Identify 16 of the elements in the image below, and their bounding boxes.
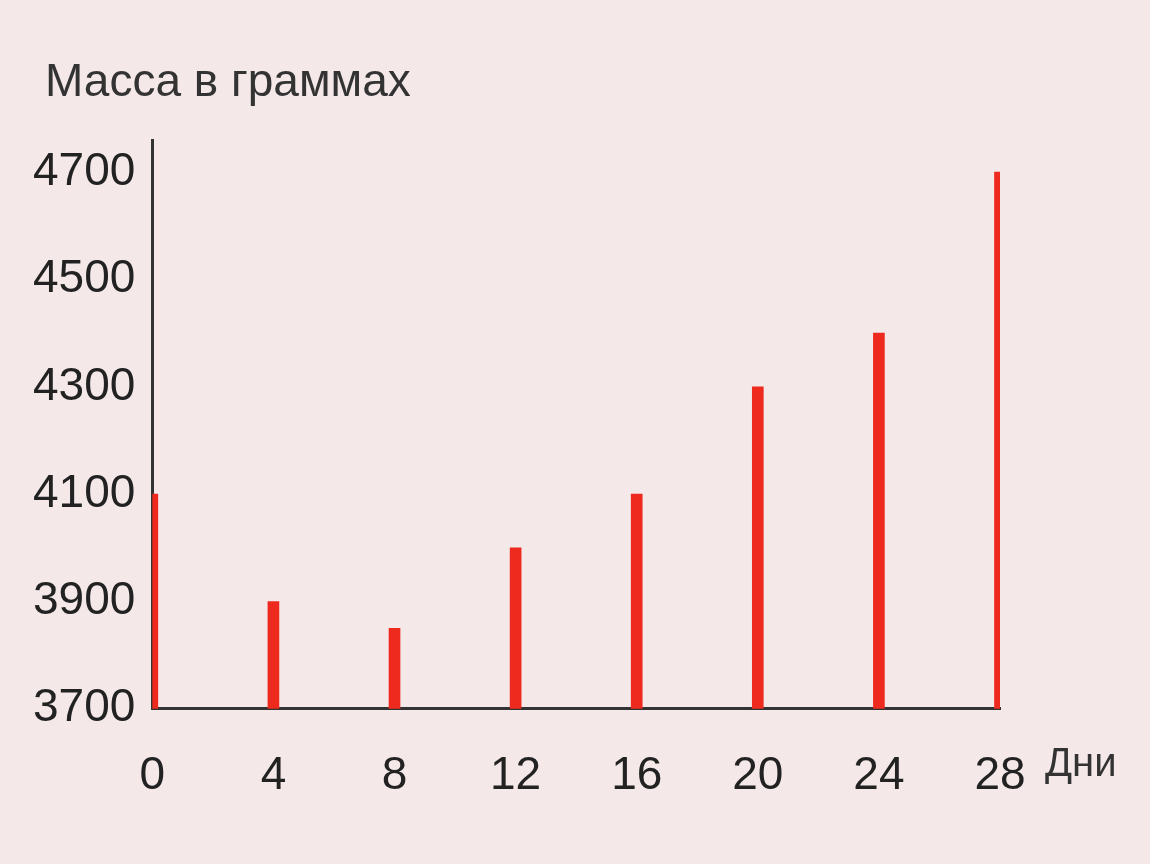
- y-tick-label: 4100: [32, 464, 136, 517]
- x-tick-label: 20: [732, 747, 784, 800]
- y-axis-title: Масса в граммах: [45, 53, 411, 106]
- y-tick-label: 3700: [32, 679, 136, 732]
- y-tick-label: 4700: [32, 142, 136, 195]
- x-axis-title: Дни: [1045, 740, 1117, 785]
- y-tick-label: 4500: [32, 250, 136, 303]
- x-tick-label: 12: [490, 747, 542, 800]
- x-tick-label: 0: [139, 747, 166, 800]
- x-tick-label: 8: [381, 747, 408, 800]
- y-tick-label: 4300: [32, 357, 136, 410]
- x-tick-label: 4: [260, 747, 287, 800]
- y-tick-label: 3900: [32, 572, 136, 625]
- x-tick-label: 28: [974, 747, 1026, 800]
- x-tick-label: 24: [853, 747, 905, 800]
- x-tick-label: 16: [611, 747, 663, 800]
